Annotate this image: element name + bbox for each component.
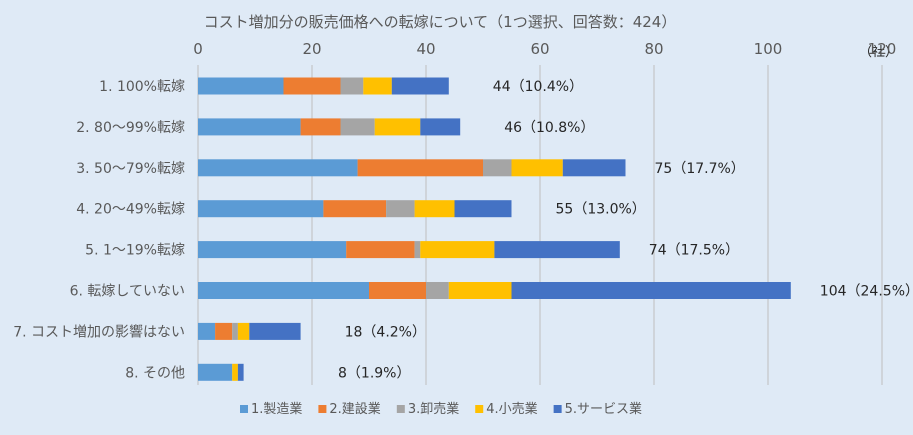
- x-tick-label: 60: [530, 40, 549, 58]
- bar-segment: [232, 322, 238, 340]
- legend-swatch: [553, 405, 562, 413]
- bar-segment: [426, 282, 449, 299]
- data-labels: 44（10.4%） 46（10.8%） 75（17.7%） 55（13.0%） 74（1…: [338, 79, 913, 381]
- x-tick-label: 100: [754, 40, 783, 58]
- bar-segment: [198, 282, 369, 299]
- x-axis-ticks: 0 20 40 60 80 100 120: [193, 40, 896, 58]
- bar-segment: [300, 118, 341, 136]
- x-tick-label: 80: [644, 40, 663, 58]
- bar-segment: [215, 322, 233, 340]
- legend: 1.製造業 2.建設業 3.卸売業 4.小売業 5.サービス業: [240, 401, 642, 417]
- bar-segment: [494, 241, 620, 259]
- legend-swatch: [318, 405, 327, 413]
- category-labels: 1. 100%転嫁 2. 80～99%転嫁 3. 50～79%転嫁 4. 20～49%…: [13, 79, 185, 381]
- bar-segment: [511, 282, 791, 299]
- bar-segment: [232, 363, 238, 381]
- data-label: 44（10.4%）: [493, 79, 583, 95]
- category-label: 1. 100%転嫁: [99, 79, 185, 95]
- bar-segment: [198, 363, 233, 381]
- bar-segment: [237, 322, 250, 340]
- bar-segment: [374, 118, 421, 136]
- data-label: 104（24.5%）: [820, 284, 913, 300]
- bar-segment: [346, 241, 415, 259]
- category-label: 7. コスト増加の影響はない: [13, 323, 185, 340]
- bar-segment: [283, 77, 341, 95]
- bar-segment: [369, 282, 426, 299]
- data-label: 46（10.8%）: [504, 120, 594, 136]
- bar-segment: [357, 159, 483, 177]
- bar-segment: [323, 200, 387, 218]
- data-label: 74（17.5%）: [649, 243, 739, 259]
- bar-segment: [340, 77, 364, 95]
- unit-label: （社）: [859, 44, 898, 60]
- x-tick-label: 120: [868, 40, 897, 58]
- data-label: 8（1.9%）: [338, 365, 410, 381]
- bar-segment: [363, 77, 392, 95]
- category-label: 5. 1～19%転嫁: [85, 243, 185, 259]
- legend-swatch: [475, 405, 484, 413]
- bar-segment: [340, 118, 375, 136]
- chart-title: コスト増加分の販売価格への転嫁について（1つ選択、回答数：424）: [204, 13, 677, 31]
- bar-segment: [198, 77, 284, 95]
- legend-label: 2.建設業: [329, 401, 380, 417]
- category-label: 2. 80～99%転嫁: [76, 120, 185, 136]
- legend-swatch: [396, 405, 405, 413]
- category-label: 3. 50～79%転嫁: [76, 161, 185, 177]
- legend-label: 1.製造業: [251, 401, 302, 417]
- category-label: 4. 20～49%転嫁: [76, 202, 185, 218]
- data-label: 55（13.0%）: [556, 202, 646, 218]
- bar-segment: [420, 118, 461, 136]
- bar-segment: [391, 77, 449, 95]
- x-tick-label: 20: [302, 40, 321, 58]
- legend-swatch: [240, 405, 248, 413]
- bar-segment: [198, 118, 301, 136]
- bar-segment: [454, 200, 512, 218]
- bar-segment: [198, 159, 358, 177]
- data-label: 75（17.7%）: [655, 161, 745, 177]
- bar-segment: [198, 241, 347, 259]
- bar-segment: [562, 159, 626, 177]
- bar-segment: [414, 241, 421, 259]
- bar-segment: [249, 322, 301, 340]
- x-tick-label: 0: [193, 40, 203, 58]
- x-tick-label: 40: [416, 40, 435, 58]
- bar-segment: [386, 200, 415, 218]
- category-label: 8. その他: [125, 365, 185, 381]
- category-label: 6. 転嫁していない: [70, 284, 185, 300]
- data-label: 18（4.2%）: [345, 324, 426, 340]
- bars: [198, 77, 791, 381]
- bar-segment: [198, 322, 216, 340]
- bar-segment: [237, 363, 244, 381]
- legend-label: 4.小売業: [486, 401, 537, 417]
- legend-label: 3.卸売業: [408, 401, 459, 417]
- bar-segment: [448, 282, 512, 299]
- bar-segment: [511, 159, 563, 177]
- bar-segment: [483, 159, 512, 177]
- bar-segment: [198, 200, 324, 218]
- legend-label: 5.サービス業: [565, 401, 642, 417]
- bar-segment: [414, 200, 455, 218]
- bar-segment: [420, 241, 495, 259]
